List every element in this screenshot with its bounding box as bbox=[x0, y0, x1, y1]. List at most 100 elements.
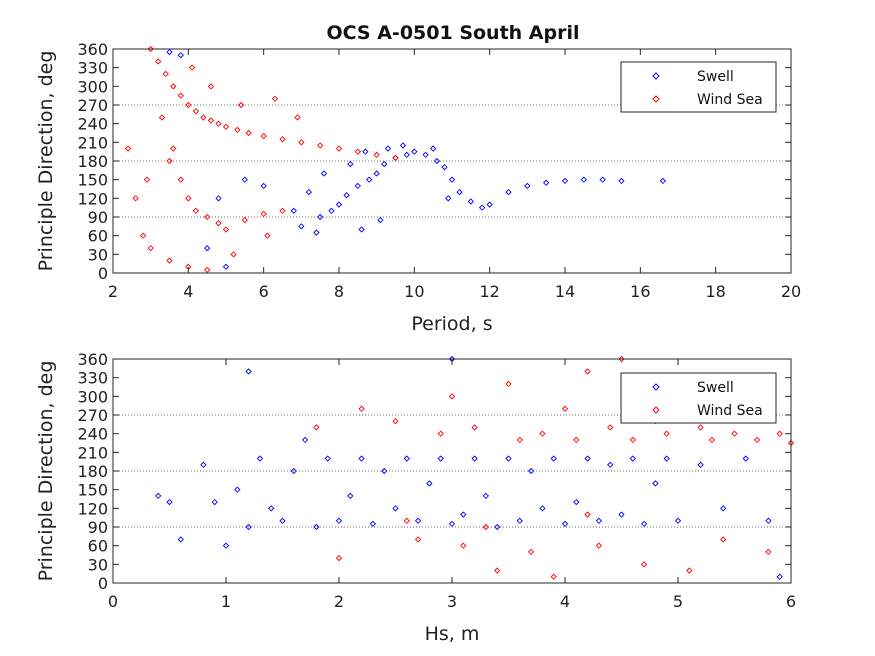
wind-sea-point bbox=[460, 542, 467, 549]
y-tick-label: 120 bbox=[77, 189, 108, 208]
wind-sea-point bbox=[663, 430, 670, 437]
y-tick-label: 150 bbox=[77, 171, 108, 190]
wind-sea-point bbox=[294, 114, 301, 121]
swell-point bbox=[241, 176, 248, 183]
swell-point bbox=[580, 176, 587, 183]
swell-point bbox=[313, 229, 320, 236]
swell-point bbox=[347, 160, 354, 168]
wind-sea-point bbox=[215, 120, 222, 127]
wind-sea-point bbox=[207, 83, 215, 90]
swell-point bbox=[279, 517, 286, 524]
wind-sea-point bbox=[132, 195, 139, 202]
x-axis-label: Period, s bbox=[411, 313, 492, 335]
wind-sea-point bbox=[192, 108, 200, 115]
x-tick-label: 6 bbox=[259, 282, 269, 301]
wind-sea-point bbox=[185, 195, 192, 202]
swell-point bbox=[482, 492, 490, 500]
wind-sea-point bbox=[403, 517, 410, 524]
wind-sea-point bbox=[170, 145, 177, 152]
swell-point bbox=[573, 498, 580, 506]
swell-point bbox=[460, 511, 467, 518]
x-tick-label: 16 bbox=[630, 282, 650, 301]
x-tick-label: 14 bbox=[555, 282, 575, 301]
wind-sea-point bbox=[143, 176, 151, 183]
wind-sea-point bbox=[584, 511, 591, 518]
swell-point bbox=[177, 52, 184, 59]
wind-sea-point bbox=[234, 126, 241, 134]
y-tick-label: 300 bbox=[77, 77, 108, 96]
swell-point bbox=[697, 461, 704, 468]
swell-point bbox=[381, 160, 388, 168]
y-axis-label: Principle Direction, deg bbox=[35, 51, 57, 272]
swell-point bbox=[456, 188, 463, 196]
swell-point bbox=[290, 207, 297, 214]
swell-point bbox=[324, 455, 331, 462]
wind-sea-point bbox=[731, 430, 738, 437]
wind-sea-point bbox=[207, 117, 215, 124]
swell-point bbox=[776, 573, 783, 580]
swell-point bbox=[414, 517, 422, 524]
wind-sea-point bbox=[573, 436, 580, 444]
wind-sea-point bbox=[640, 561, 648, 568]
wind-sea-point bbox=[177, 92, 184, 99]
swell-point bbox=[516, 517, 523, 524]
x-tick-label: 4 bbox=[560, 592, 570, 611]
data-points bbox=[155, 355, 795, 580]
swell-point bbox=[720, 505, 727, 512]
x-tick-label: 18 bbox=[705, 282, 725, 301]
y-tick-label: 240 bbox=[77, 115, 108, 134]
swell-point bbox=[433, 157, 441, 165]
y-tick-label: 60 bbox=[88, 537, 108, 556]
wind-sea-point bbox=[177, 176, 184, 183]
axis-ticks: 2 4 6 8 10 12 14 16 18 20 030609012015018021024027… bbox=[77, 40, 801, 301]
wind-sea-point bbox=[335, 554, 343, 562]
swell-point bbox=[524, 182, 531, 190]
y-tick-label: 330 bbox=[77, 369, 108, 388]
legend: Swell Wind Sea bbox=[620, 61, 777, 113]
x-tick-label: 5 bbox=[673, 592, 683, 611]
swell-point bbox=[618, 177, 625, 185]
swell-point bbox=[155, 492, 162, 500]
legend-windsea-marker bbox=[652, 406, 660, 414]
wind-sea-point bbox=[158, 114, 166, 121]
swell-point bbox=[245, 523, 252, 531]
legend-swell-label: Swell bbox=[697, 69, 734, 85]
swell-point bbox=[335, 201, 343, 208]
x-tick-label: 2 bbox=[108, 282, 118, 301]
swell-point bbox=[399, 142, 407, 149]
swell-point bbox=[618, 511, 625, 518]
legend-box bbox=[620, 372, 777, 424]
wind-sea-point bbox=[414, 536, 422, 543]
swell-point bbox=[652, 480, 659, 487]
swell-point bbox=[486, 201, 493, 208]
wind-sea-point bbox=[204, 213, 211, 221]
wind-sea-point bbox=[392, 154, 399, 162]
wind-sea-point bbox=[776, 430, 783, 437]
swell-point bbox=[305, 188, 313, 196]
swell-point bbox=[478, 204, 486, 211]
wind-sea-point bbox=[222, 226, 230, 233]
y-tick-label: 90 bbox=[88, 208, 108, 227]
x-tick-label: 0 bbox=[108, 592, 118, 611]
y-tick-label: 30 bbox=[88, 245, 108, 264]
swell-point bbox=[234, 486, 241, 493]
wind-sea-point bbox=[539, 430, 546, 437]
swell-point bbox=[539, 505, 546, 512]
x-tick-label: 4 bbox=[183, 282, 193, 301]
swell-point bbox=[317, 213, 324, 221]
wind-sea-point bbox=[298, 139, 305, 146]
legend-swell-marker bbox=[652, 383, 660, 391]
y-tick-label: 210 bbox=[77, 133, 108, 152]
x-tick-label: 6 bbox=[786, 592, 796, 611]
legend: Swell Wind Sea bbox=[620, 372, 777, 424]
wind-sea-point bbox=[260, 210, 267, 218]
legend-windsea-marker bbox=[652, 95, 660, 103]
wind-sea-point bbox=[271, 95, 279, 102]
wind-sea-point bbox=[373, 151, 380, 158]
y-tick-label: 360 bbox=[77, 350, 108, 369]
wind-sea-point bbox=[162, 70, 169, 78]
swell-point bbox=[166, 498, 173, 506]
wind-sea-point bbox=[147, 45, 154, 53]
swell-point bbox=[320, 170, 328, 177]
y-tick-label: 240 bbox=[77, 425, 108, 444]
